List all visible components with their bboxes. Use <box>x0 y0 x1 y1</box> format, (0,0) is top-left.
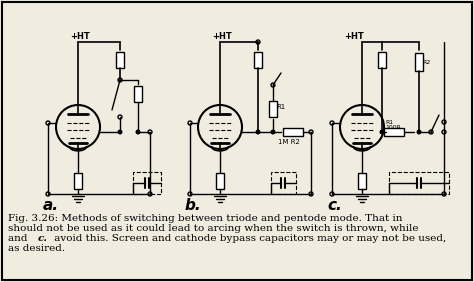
Text: R1: R1 <box>276 104 285 110</box>
Text: c.: c. <box>37 234 47 243</box>
Circle shape <box>380 130 384 134</box>
Bar <box>384 128 404 136</box>
Text: R2: R2 <box>422 60 430 65</box>
Circle shape <box>118 130 122 134</box>
Bar <box>389 172 449 194</box>
Bar <box>116 52 124 68</box>
Text: +HT: +HT <box>70 32 90 41</box>
Bar <box>271 172 296 194</box>
Bar <box>283 128 303 136</box>
Bar <box>269 101 277 117</box>
Text: c.: c. <box>327 198 342 213</box>
Circle shape <box>256 130 260 134</box>
Text: avoid this. Screen and cathode bypass capacitors may or may not be used,: avoid this. Screen and cathode bypass ca… <box>51 234 446 243</box>
Text: +HT: +HT <box>212 32 232 41</box>
Text: as desired.: as desired. <box>8 244 65 253</box>
Bar <box>254 52 262 68</box>
Text: should not be used as it could lead to arcing when the switch is thrown, while: should not be used as it could lead to a… <box>8 224 422 233</box>
Text: a.: a. <box>43 198 59 213</box>
Circle shape <box>136 130 140 134</box>
Text: R1
100R: R1 100R <box>385 120 401 130</box>
Circle shape <box>271 130 275 134</box>
Text: b.: b. <box>185 198 201 213</box>
Text: Fig. 3.26: Methods of switching between triode and pentode mode. That in: Fig. 3.26: Methods of switching between … <box>8 214 406 223</box>
Bar <box>415 53 423 71</box>
Bar <box>378 52 386 68</box>
Text: 1M R2: 1M R2 <box>278 139 300 145</box>
Bar <box>216 173 224 189</box>
Text: +HT: +HT <box>344 32 364 41</box>
Bar <box>134 86 142 102</box>
Text: and: and <box>8 234 31 243</box>
Bar <box>74 173 82 189</box>
Bar <box>133 172 161 194</box>
Circle shape <box>417 130 421 134</box>
Bar <box>358 173 366 189</box>
